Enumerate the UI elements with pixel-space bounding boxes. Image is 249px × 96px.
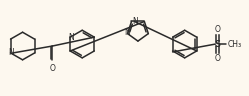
Text: S: S [214,40,220,49]
Text: N: N [68,33,73,42]
Text: O: O [50,64,55,73]
Text: O: O [215,54,220,63]
Text: N: N [132,17,138,26]
Text: CH₃: CH₃ [227,40,242,49]
Text: N: N [125,28,130,37]
Text: O: O [215,25,220,34]
Text: N: N [8,48,14,57]
